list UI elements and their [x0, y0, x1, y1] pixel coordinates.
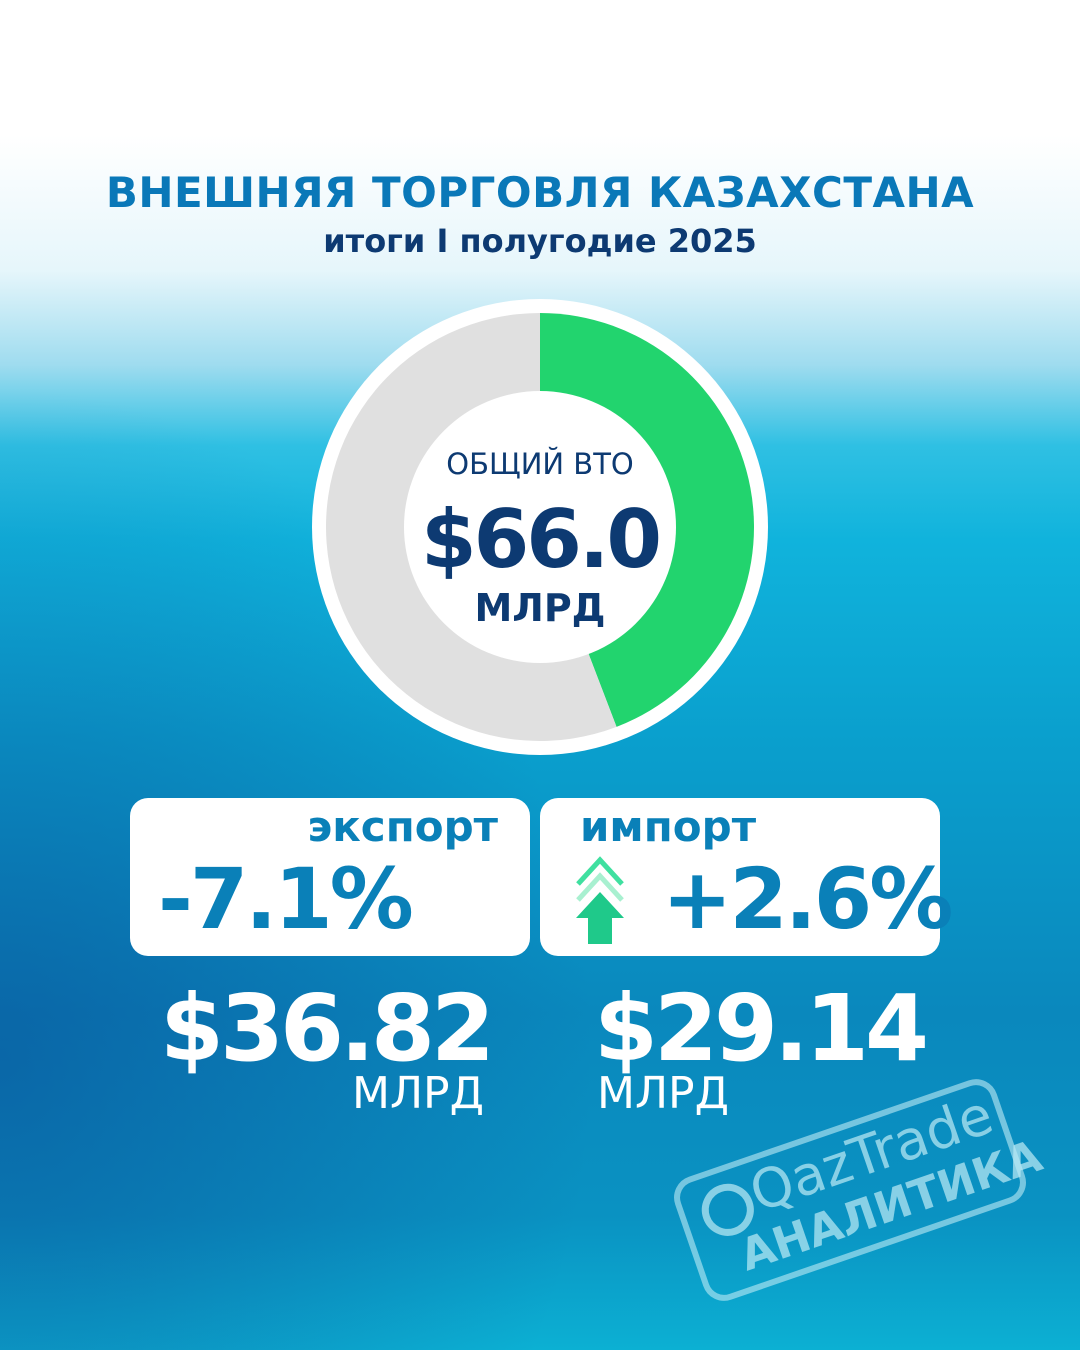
export-card: экспорт -7.1% — [130, 798, 530, 956]
donut-hole — [404, 391, 676, 663]
total-unit: МЛРД — [474, 586, 606, 630]
import-change: +2.6% — [662, 850, 953, 948]
import-card: импорт +2.6% — [540, 798, 953, 956]
export-label: экспорт — [307, 802, 498, 851]
total-label: ОБЩИЙ ВТО — [446, 447, 634, 481]
page-title: ВНЕШНЯЯ ТОРГОВЛЯ КАЗАХСТАНА — [105, 168, 975, 217]
page-subtitle: итоги I полугодие 2025 — [323, 222, 757, 260]
donut-chart — [312, 299, 768, 755]
import-label: импорт — [580, 802, 757, 851]
export-value: $36.82 — [160, 975, 495, 1082]
arrow-up-icon — [576, 856, 624, 944]
export-unit: МЛРД — [352, 1068, 484, 1119]
import-value: $29.14 — [594, 975, 929, 1082]
import-unit: МЛРД — [597, 1068, 729, 1119]
total-value: $66.0 — [420, 493, 662, 586]
export-change: -7.1% — [158, 850, 414, 948]
